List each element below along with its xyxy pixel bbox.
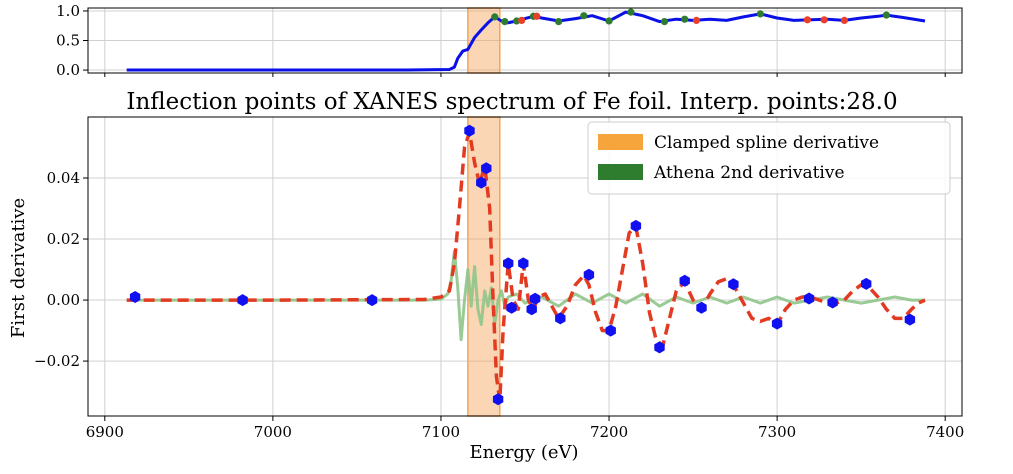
inflection-point [237,294,248,307]
main-series [126,130,926,403]
top-green-point [605,17,613,25]
top-green-point [491,13,499,21]
inflection-point [555,312,566,325]
top-red-point [820,16,828,24]
inflection-point [696,301,707,314]
spline-derivative-line [126,130,926,403]
inflection-point [481,162,492,175]
inflection-point [605,324,616,337]
inflection-point [518,257,529,270]
top-green-point [555,17,563,26]
top-green-point [681,15,689,23]
top-green-point [501,17,509,26]
x-tick-label: 7400 [926,423,964,441]
legend-label: Athena 2nd derivative [653,163,845,183]
y-tick-label: 0.00 [47,291,80,309]
main-shaded-region [467,116,501,417]
inflection-point [630,219,642,232]
inflection-point [827,296,838,309]
inflection-points [129,124,916,406]
top-red-point [533,12,541,20]
top-green-point [627,8,635,16]
x-tick-label: 6900 [86,423,124,441]
inflection-point [654,341,665,354]
inflection-point [503,257,514,270]
x-tick-label: 7000 [254,423,292,441]
top-y-tick-label: 0.5 [56,32,80,50]
legend-box [587,121,951,195]
inflection-point [529,292,541,305]
top-green-point [580,12,588,20]
main-plot-frame [87,116,963,417]
top-panel: 0.0 0.5 1.0 [56,2,963,79]
inflection-point [506,301,517,314]
y-tick-label: 0.02 [47,230,80,248]
chart-title: Inflection points of XANES spectrum of F… [126,89,897,115]
y-axis-label: First derivative [8,198,29,338]
inflection-point [492,393,504,406]
top-green-point [756,10,764,18]
top-markers [491,8,890,26]
top-red-point [692,16,701,25]
inflection-point [129,291,141,303]
top-spectrum-line [126,10,926,72]
top-red-point [518,16,526,25]
inflection-point [803,292,815,305]
inflection-point [366,294,378,307]
x-tick-label: 7100 [422,423,460,441]
inflection-point [583,268,595,281]
shaded-band [467,116,501,417]
y-tick-label: −0.02 [34,352,80,370]
inflection-point [526,303,537,316]
legend-label: Clamped spline derivative [654,133,879,153]
top-y-tick-label: 1.0 [56,2,80,20]
main-ticks: 6900 7000 7100 7200 7300 7400 −0.02 0.00 0.02 0.0… [34,169,964,441]
inflection-point [679,274,690,287]
inflection-point [861,277,872,290]
inflection-point [771,317,783,330]
x-tick-label: 7200 [590,423,628,441]
top-ticks: 0.0 0.5 1.0 [56,2,946,79]
top-series [126,10,926,72]
inflection-point [464,124,475,137]
x-tick-label: 7300 [758,423,796,441]
legend-swatch [598,134,643,150]
legend: Clamped spline derivative Athena 2nd deri… [587,121,951,195]
top-red-point [803,16,811,24]
top-red-point [840,16,848,25]
y-tick-label: 0.04 [47,169,80,187]
athena-derivative-line [126,249,925,342]
top-y-tick-label: 0.0 [56,61,80,79]
x-axis-label: Energy (eV) [469,442,578,463]
top-plot-frame [87,7,963,74]
inflection-point [904,313,916,326]
top-green-point [882,11,890,19]
inflection-point [476,176,487,189]
legend-swatch [598,164,643,180]
main-panel: 6900 7000 7100 7200 7300 7400 −0.02 0.00 0.02 0.0… [34,116,964,441]
top-green-point [660,17,669,26]
inflection-point [728,278,739,291]
